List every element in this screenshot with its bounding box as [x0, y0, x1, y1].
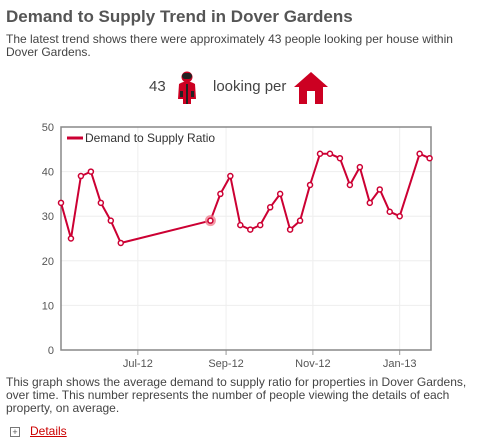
- data-point: [426, 154, 433, 162]
- chart-container: 0 10 20 30 40 50 Jul-12 Sep-12 Nov-12 Jan-13 Deman…: [0, 120, 485, 378]
- data-point: [336, 154, 344, 162]
- looking-per-text: looking per: [213, 78, 287, 95]
- plot-frame: [60, 126, 432, 351]
- y-tick-label: 10: [42, 300, 54, 312]
- x-tick-label: Jan-13: [383, 358, 417, 370]
- data-point: [227, 172, 234, 180]
- data-point: [256, 221, 264, 229]
- data-point: [296, 217, 304, 224]
- person-icon: [176, 71, 198, 110]
- chart-description: This graph shows the average demand to s…: [6, 375, 467, 415]
- y-tick-label: 20: [42, 256, 54, 268]
- data-point: [326, 150, 334, 158]
- data-point: [386, 208, 393, 215]
- data-point: [286, 226, 294, 233]
- data-point: [57, 199, 65, 207]
- x-tick-label: Nov-12: [295, 358, 330, 370]
- data-point: [266, 204, 274, 211]
- details-link[interactable]: Details: [30, 424, 67, 438]
- page-title: Demand to Supply Trend in Dover Gardens: [6, 7, 353, 26]
- data-point: [67, 235, 75, 242]
- y-tick-label: 0: [48, 345, 54, 357]
- y-tick-label: 30: [42, 211, 54, 223]
- demand-supply-chart: 0 10 20 30 40 50 Jul-12 Sep-12 Nov-12 Jan-13 Deman…: [42, 122, 433, 370]
- legend-label: Demand to Supply Ratio: [85, 131, 215, 145]
- plot-area: [61, 127, 431, 350]
- data-point: [117, 239, 125, 247]
- data-point: [276, 190, 284, 198]
- data-point: [217, 190, 224, 198]
- y-tick-label: 50: [42, 122, 54, 134]
- data-point: [97, 199, 105, 207]
- data-point: [316, 150, 324, 158]
- expand-icon[interactable]: +: [10, 426, 20, 437]
- data-point: [376, 186, 384, 193]
- x-tick-label: Sep-12: [208, 358, 243, 370]
- demand-summary: 43 looking per: [0, 70, 485, 108]
- data-point: [107, 217, 115, 224]
- data-point: [207, 217, 214, 224]
- legend: Demand to Supply Ratio: [67, 131, 215, 145]
- x-tick-label: Jul-12: [123, 358, 153, 370]
- y-tick-label: 40: [42, 167, 54, 179]
- data-point: [346, 181, 354, 189]
- demand-count: 43: [149, 78, 166, 95]
- house-icon: [293, 71, 329, 110]
- data-point: [396, 212, 403, 220]
- data-point: [356, 163, 364, 171]
- data-point: [366, 199, 374, 207]
- data-point: [87, 168, 95, 175]
- data-point: [306, 181, 314, 189]
- details-toggle[interactable]: + Details: [10, 424, 67, 438]
- data-point: [416, 150, 423, 158]
- data-point: [247, 226, 254, 233]
- data-point: [77, 172, 85, 180]
- data-point: [237, 221, 244, 229]
- page-subtitle: The latest trend shows there were approx…: [6, 32, 453, 59]
